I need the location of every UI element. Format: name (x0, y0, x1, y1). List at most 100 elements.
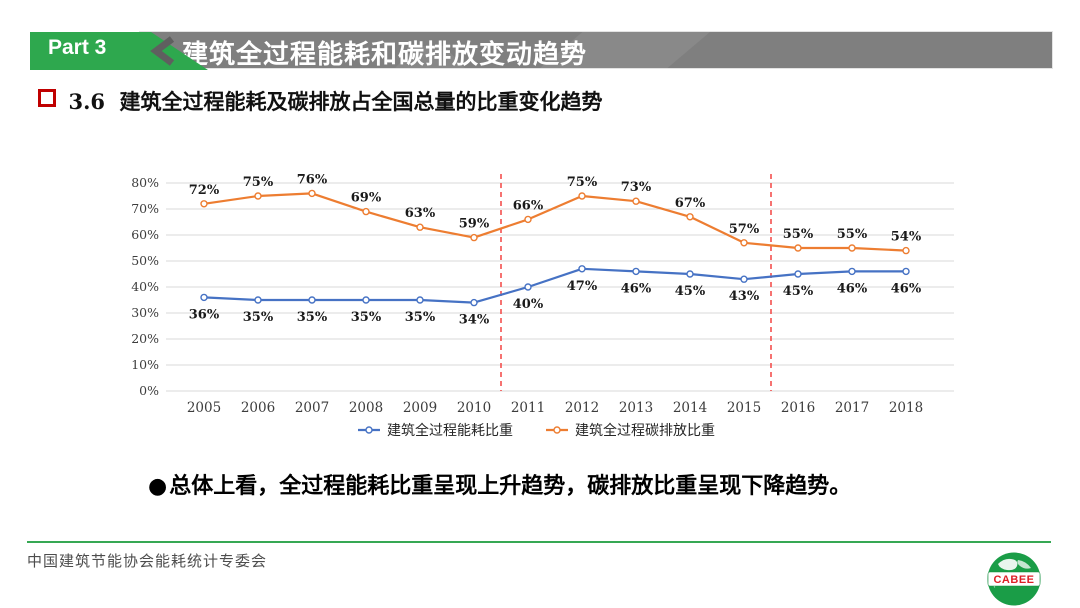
data-point (470, 233, 478, 242)
data-label: 34% (459, 313, 490, 328)
data-point (740, 275, 748, 283)
x-axis-tick: 2016 (781, 400, 815, 416)
data-point (416, 296, 424, 304)
summary-bullet-icon: ● (148, 473, 168, 499)
data-label: 47% (567, 279, 598, 294)
section-title-row: 3.6 建筑全过程能耗及碳排放占全国总量的比重变化趋势 (38, 86, 602, 116)
series-line (203, 192, 907, 252)
data-point (416, 223, 424, 231)
data-label: 57% (729, 222, 760, 237)
data-point (200, 200, 208, 208)
data-label: 35% (351, 310, 382, 325)
y-axis-tick: 50% (131, 253, 159, 268)
data-label: 75% (243, 175, 274, 190)
data-label: 63% (405, 206, 436, 221)
data-point (308, 189, 316, 198)
data-point (848, 244, 856, 252)
footer-org: 中国建筑节能协会能耗统计专委会 (27, 553, 268, 570)
x-axis-tick: 2006 (241, 400, 275, 416)
data-label: 76% (297, 172, 328, 187)
data-label: 35% (243, 310, 274, 325)
x-axis-tick: 2008 (349, 400, 383, 416)
x-axis-tick: 2007 (295, 400, 329, 416)
data-label: 54% (891, 230, 922, 245)
x-axis-tick: 2014 (673, 400, 707, 416)
data-label: 69% (351, 191, 382, 206)
banner-bar: 建筑全过程能耗和碳排放变动趋势 (140, 32, 1052, 68)
data-label: 66% (513, 198, 544, 213)
y-axis-tick: 40% (131, 279, 159, 294)
data-point (254, 296, 262, 304)
data-label: 35% (405, 310, 436, 325)
data-point (362, 207, 370, 216)
data-point (632, 267, 640, 276)
series-line (203, 267, 906, 304)
cabee-logo: CABEE (987, 552, 1041, 606)
data-point (848, 267, 856, 276)
data-label: 55% (783, 227, 814, 242)
y-axis-tick: 10% (131, 357, 159, 372)
x-axis-tick: 2012 (565, 400, 599, 416)
banner-decoration (395, 46, 465, 68)
data-point (524, 215, 532, 224)
data-label: 43% (729, 289, 760, 304)
trend-chart: 0% 10% 20% 30% 40% 50% 60% 70% 80% 2005 2006 2007 20… (130, 166, 960, 461)
data-label: 73% (621, 180, 652, 195)
data-point (578, 192, 586, 200)
data-point (794, 270, 802, 278)
x-axis-tick: 2009 (403, 400, 437, 416)
data-label: 75% (567, 175, 598, 190)
section-number: 3.6 (68, 89, 105, 114)
data-point (740, 239, 748, 247)
data-label: 36% (189, 307, 220, 322)
data-point (794, 244, 802, 252)
data-label: 35% (297, 310, 328, 325)
data-point (686, 213, 694, 221)
legend-marker-point (365, 426, 373, 434)
legend-label: 建筑全过程能耗比重 (387, 422, 513, 439)
data-point (200, 293, 208, 302)
data-label: 45% (783, 284, 814, 299)
section-bullet-icon (38, 89, 56, 107)
summary-text: 总体上看，全过程能耗比重呈现上升趋势，碳排放比重呈现下降趋势。 (169, 473, 852, 499)
data-label: 46% (621, 281, 652, 296)
data-point (632, 197, 640, 205)
legend-label: 建筑全过程碳排放比重 (575, 422, 715, 439)
y-axis-tick: 0% (139, 383, 159, 398)
y-axis-tick: 20% (131, 331, 159, 346)
banner-title: 建筑全过程能耗和碳排放变动趋势 (182, 39, 588, 68)
data-point (902, 267, 910, 276)
cabee-logo-text: CABEE (993, 574, 1034, 586)
data-point (686, 270, 694, 278)
x-axis-tick: 2017 (835, 400, 869, 416)
data-label: 72% (189, 183, 220, 198)
data-label: 45% (675, 284, 706, 299)
x-axis-tick: 2010 (457, 400, 491, 416)
x-axis-tick: 2013 (619, 400, 653, 416)
x-axis-tick: 2018 (889, 400, 923, 416)
x-axis-tick: 2005 (187, 400, 221, 416)
legend-marker-point (553, 426, 561, 434)
data-label: 59% (459, 217, 490, 232)
data-label: 46% (891, 281, 922, 296)
footer-divider (27, 541, 1051, 543)
data-label: 40% (513, 297, 544, 312)
chevron-left-icon (150, 36, 175, 66)
y-axis-tick: 80% (131, 175, 159, 190)
data-point (362, 296, 370, 304)
y-axis-tick: 30% (131, 305, 159, 320)
data-point (470, 298, 478, 307)
data-point (902, 246, 910, 255)
data-label: 67% (675, 196, 706, 211)
data-point (254, 192, 262, 200)
y-axis-tick: 70% (131, 201, 159, 216)
data-label: 46% (837, 281, 868, 296)
data-point (308, 296, 316, 304)
x-axis-tick: 2011 (511, 400, 545, 416)
data-point (524, 283, 532, 291)
y-axis-tick: 60% (131, 227, 159, 242)
part-label: Part 3 (48, 36, 107, 59)
section-title: 建筑全过程能耗及碳排放占全国总量的比重变化趋势 (119, 89, 603, 114)
summary-line: ●总体上看，全过程能耗比重呈现上升趋势，碳排放比重呈现下降趋势。 (148, 468, 851, 500)
